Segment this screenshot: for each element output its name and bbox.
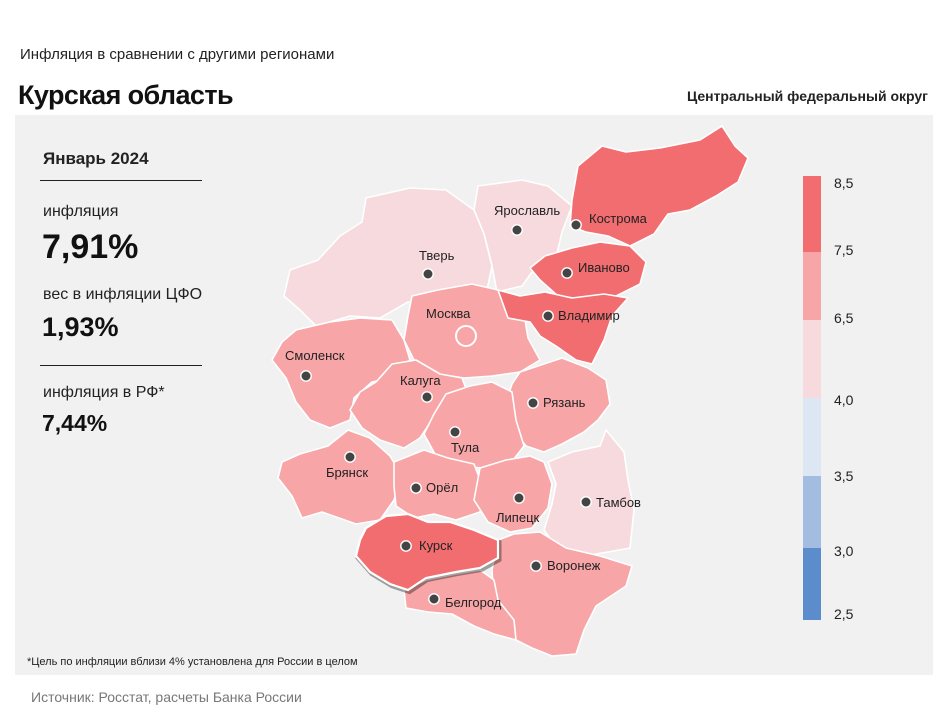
legend-tick-label: 3,5	[834, 468, 854, 484]
city-marker-воронеж	[530, 560, 542, 572]
legend-tick-label: 7,5	[834, 242, 854, 258]
weight-value: 1,93%	[42, 312, 119, 342]
city-marker-брянск	[344, 451, 356, 463]
city-marker-рязань	[527, 397, 539, 409]
city-marker-липецк	[513, 492, 525, 504]
region-белгород	[403, 569, 517, 641]
region-смоленск	[271, 317, 411, 429]
city-label-смоленск: Смоленск	[285, 348, 345, 363]
city-marker-кострома	[570, 219, 582, 231]
footnote: *Цель по инфляции вблизи 4% установлена …	[27, 656, 358, 668]
region-липецк	[473, 455, 553, 533]
page-title: Курская область	[18, 80, 234, 110]
divider-bottom	[40, 365, 202, 366]
city-marker-белгород	[428, 593, 440, 605]
city-marker-тула	[449, 426, 461, 438]
inflation-label: инфляция	[43, 203, 119, 220]
city-label-липецк: Липецк	[496, 510, 540, 525]
legend-tick-label: 2,5	[834, 606, 854, 622]
city-label-москва: Москва	[426, 306, 471, 321]
city-label-тула: Тула	[451, 440, 480, 455]
city-marker-курск	[400, 540, 412, 552]
district-name: Центральный федеральный округ	[686, 88, 928, 104]
city-label-воронеж: Воронеж	[547, 558, 601, 573]
region-иваново	[529, 241, 647, 301]
rf-inflation-value: 7,44%	[42, 410, 108, 436]
period-label: Январь 2024	[43, 149, 149, 168]
legend-band-1	[803, 252, 821, 320]
region-владимир	[497, 289, 629, 365]
legend-band-2	[803, 320, 821, 398]
chart-subtitle: Инфляция в сравнении с другими регионами	[20, 46, 335, 63]
city-marker-смоленск	[300, 370, 312, 382]
city-label-иваново: Иваново	[578, 260, 630, 275]
inflation-value: 7,91%	[42, 228, 139, 266]
region-тамбов	[543, 429, 635, 557]
city-label-курск: Курск	[419, 538, 453, 553]
city-label-белгород: Белгород	[445, 595, 502, 610]
legend-tick-label: 4,0	[834, 392, 854, 408]
rf-inflation-label: инфляция в РФ*	[43, 384, 165, 401]
city-marker-тамбов	[580, 496, 592, 508]
region-брянск	[277, 429, 403, 525]
city-marker-иваново	[561, 267, 573, 279]
city-label-рязань: Рязань	[543, 395, 586, 410]
city-label-ярославль: Ярославль	[494, 203, 560, 218]
city-label-орёл: Орёл	[426, 480, 458, 495]
city-marker-калуга	[421, 391, 433, 403]
city-marker-тверь	[422, 268, 434, 280]
city-marker-владимир	[542, 310, 554, 322]
legend-tick-label: 3,0	[834, 543, 854, 559]
region-орёл	[393, 449, 485, 521]
capital-marker-москва	[455, 325, 477, 347]
legend-tick-label: 8,5	[834, 175, 854, 191]
city-marker-ярославль	[511, 224, 523, 236]
legend-tick-label: 6,5	[834, 310, 854, 326]
city-marker-орёл	[410, 482, 422, 494]
legend-band-5	[803, 548, 821, 620]
legend-band-0	[803, 176, 821, 252]
city-label-тверь: Тверь	[419, 248, 455, 263]
city-label-брянск: Брянск	[326, 465, 368, 480]
region-кострома	[569, 125, 749, 247]
source-note: Источник: Росстат, расчеты Банка России	[31, 689, 302, 705]
region-курск	[354, 512, 500, 592]
city-label-тамбов: Тамбов	[596, 495, 641, 510]
city-label-кострома: Кострома	[589, 211, 648, 226]
legend-band-3	[803, 398, 821, 476]
weight-label: вес в инфляции ЦФО	[43, 286, 203, 303]
divider-top	[40, 180, 202, 181]
color-legend: 8,5 7,5 6,5 4,0 3,5 3,0 2,5	[803, 175, 854, 622]
region-калуга	[349, 359, 469, 449]
legend-band-4	[803, 476, 821, 548]
city-label-владимир: Владимир	[558, 308, 620, 323]
city-label-калуга: Калуга	[400, 373, 441, 388]
